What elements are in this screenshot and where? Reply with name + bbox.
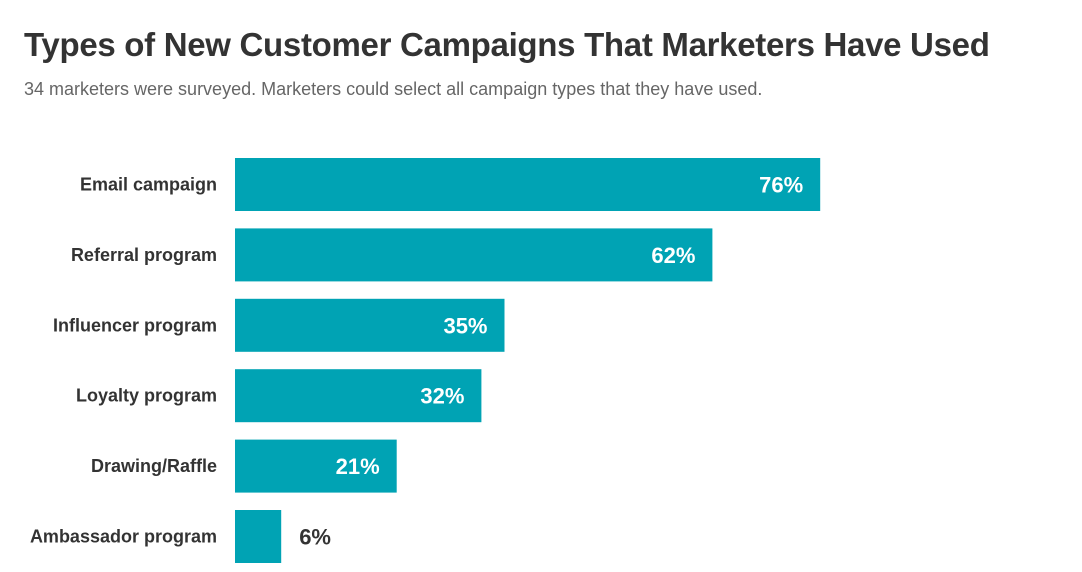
- category-label: Email campaign: [80, 175, 217, 195]
- value-label: 76%: [759, 173, 803, 198]
- value-label: 6%: [299, 525, 331, 550]
- bar: [235, 369, 482, 423]
- bar: [235, 158, 821, 211]
- bar: [235, 439, 397, 493]
- value-label: 35%: [443, 313, 487, 338]
- value-label: 62%: [651, 243, 695, 268]
- bar: [235, 298, 505, 352]
- category-label: Influencer program: [53, 315, 217, 335]
- bar: [235, 510, 282, 563]
- category-label: Loyalty program: [76, 386, 217, 406]
- bar: [235, 228, 713, 282]
- chart-subtitle: 34 marketers were surveyed. Marketers co…: [24, 79, 763, 99]
- category-label: Drawing/Raffle: [91, 456, 217, 476]
- chart-title: Types of New Customer Campaigns That Mar…: [24, 26, 990, 63]
- value-label: 32%: [420, 384, 464, 409]
- category-label: Ambassador program: [30, 527, 217, 547]
- category-label: Referral program: [71, 245, 217, 265]
- value-label: 21%: [336, 454, 380, 479]
